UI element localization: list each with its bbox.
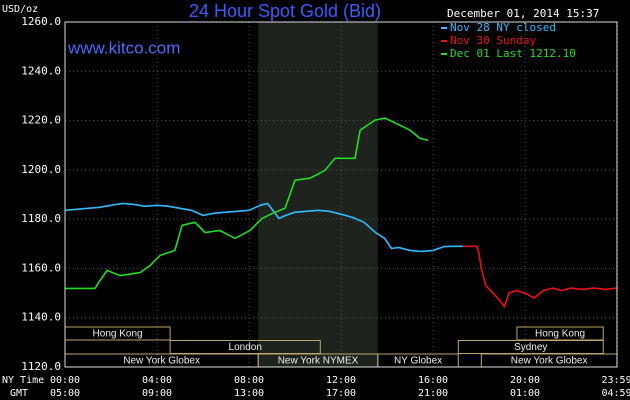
legend-label: Dec 01 Last 1212.10 [450,47,576,60]
session-label: New York Globex [511,356,588,367]
line [64,202,463,253]
timestamp: December 01, 2014 15:37 [447,7,599,20]
chart-title: 24 Hour Spot Gold (Bid) [189,1,381,21]
highlight-band [258,22,378,367]
x2-tick-label: 21:00 [418,388,448,399]
session-label: London [229,342,262,353]
x2-tick-label: 04:59 [601,388,630,399]
y-tick-label: 1140.0 [21,311,61,324]
x2-tick-label: 09:00 [142,388,172,399]
line [65,117,429,290]
x-tick-label: 00:00 [50,375,80,386]
y-tick-label: 1160.0 [21,261,61,274]
site-label: www.kitco.com [67,38,180,57]
session-label: Hong Kong [535,329,585,340]
y-unit: USD/oz [2,4,38,15]
session-label: NY Globex [394,356,442,367]
x-tick-label: 23:59 [601,375,630,386]
session-label: Hong Kong [93,329,143,340]
x2-tick-label: 13:00 [234,388,264,399]
y-tick-label: 1240.0 [21,64,61,77]
session-label: New York NYMEX [278,356,359,367]
session-label: New York Globex [123,356,200,367]
legend-label: Nov 30 Sunday [450,34,536,47]
session-label: Sydney [514,342,547,353]
plot-frame [64,21,618,368]
legend-label: Nov 28 NY closed [450,21,556,34]
x2-tick-label: 01:00 [510,388,540,399]
x-label: NY Time [2,375,44,386]
y-tick-label: 1180.0 [21,212,61,225]
y-tick-label: 1200.0 [21,163,61,176]
y-tick-label: 1120.0 [21,360,61,373]
y-tick-label: 1260.0 [21,15,61,28]
x-tick-label: 08:00 [234,375,264,386]
x2-tick-label: 17:00 [326,388,356,399]
line [462,245,618,309]
x2-tick-label: 05:00 [50,388,80,399]
x2-label: GMT [10,388,28,399]
y-tick-label: 1220.0 [21,114,61,127]
x-tick-label: 04:00 [142,375,172,386]
x-tick-label: 20:00 [510,375,540,386]
x-tick-label: 12:00 [326,375,356,386]
x-tick-label: 16:00 [418,375,448,386]
